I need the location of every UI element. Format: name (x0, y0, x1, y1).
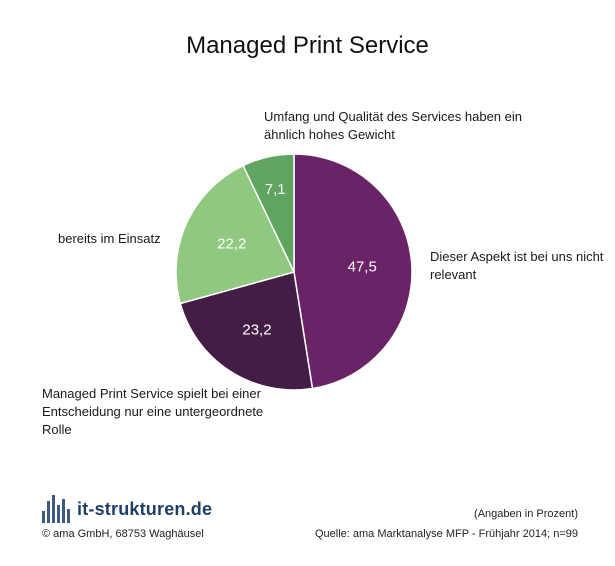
chart-title: Managed Print Service (186, 32, 429, 59)
annotation-gewicht: Umfang und Qualität des Services haben e… (264, 109, 522, 142)
slice-gewicht (242, 153, 295, 273)
site-logo: it-strukturen.de (42, 494, 212, 524)
logo-bars-icon (42, 495, 72, 523)
logo-text: it-strukturen.de (77, 498, 213, 519)
slice-im-einsatz (175, 164, 296, 305)
slice-im-einsatz-value-label: 22,2 (217, 236, 246, 253)
annotation-im-einsatz: bereits im Einsatz (58, 231, 161, 246)
slice-untergeordnete-rolle-value-label: 23,2 (242, 322, 271, 339)
slice-untergeordnete-rolle (179, 271, 314, 391)
slice-nicht-relevant-value-label: 47,5 (348, 259, 377, 276)
annotation-nicht-relevant: Dieser Aspekt ist bei uns nicht relevant (430, 249, 604, 282)
annotation-untergeordnete-rolle: Managed Print Service spielt bei einer E… (42, 386, 264, 437)
unit-note: (Angaben in Prozent) (474, 508, 578, 520)
slice-nicht-relevant (293, 153, 413, 390)
source-text: Quelle: ama Marktanalyse MFP - Frühjahr … (314, 528, 578, 540)
slice-gewicht-value-label: 7,1 (265, 181, 286, 198)
copyright-text: © ama GmbH, 68753 Waghäusel (42, 528, 204, 540)
